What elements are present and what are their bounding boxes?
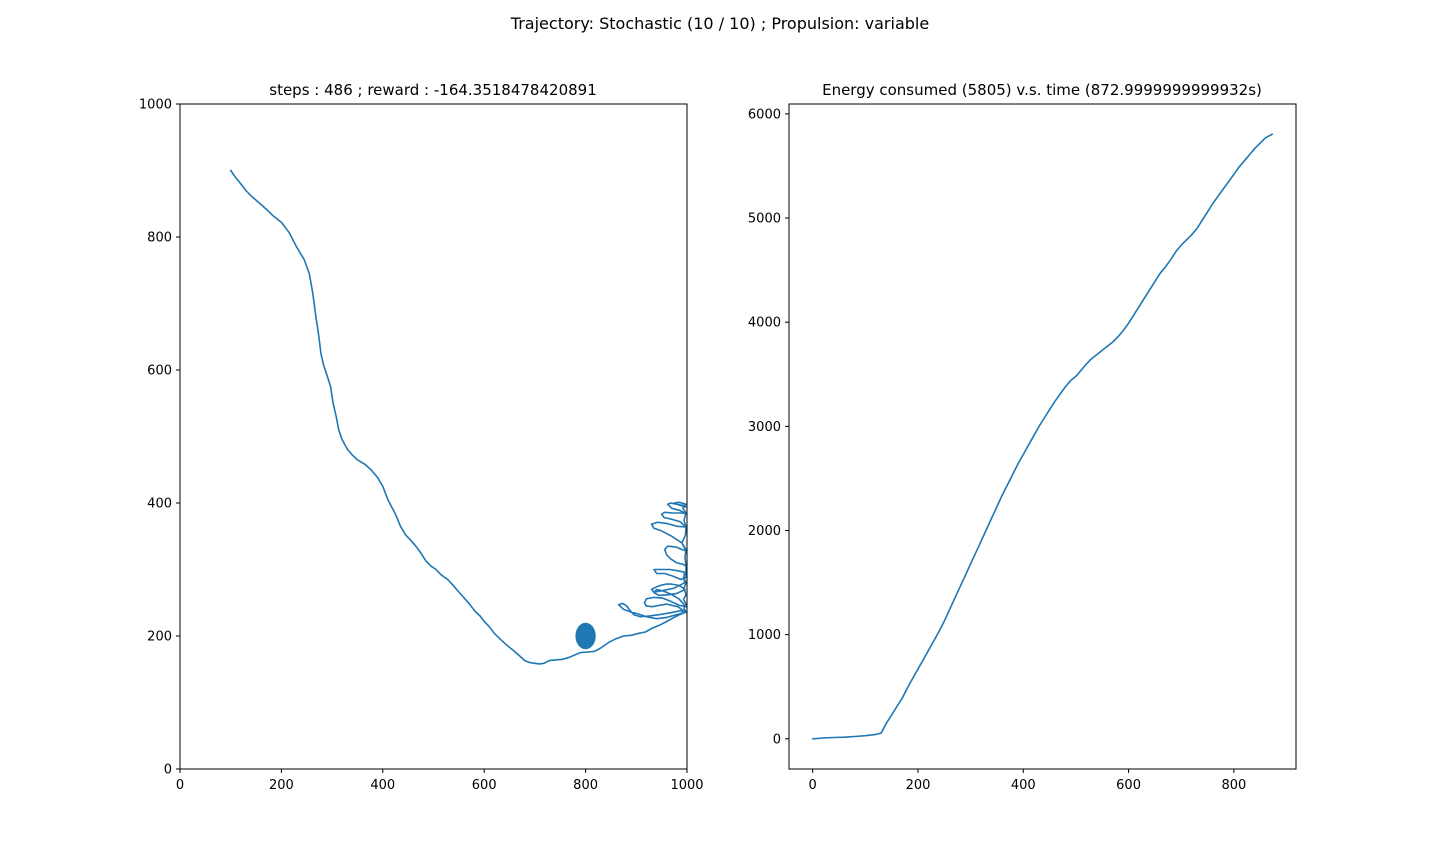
trajectory-ytick-label: 1000 [139, 98, 172, 113]
energy-xtick-label: 400 [1011, 778, 1036, 793]
trajectory-series-line-0 [229, 169, 687, 665]
energy-xtick-label: 200 [906, 778, 931, 793]
trajectory-frame [179, 103, 688, 770]
energy-ytick-label: 3000 [748, 420, 781, 435]
energy-xtick-label: 600 [1116, 778, 1141, 793]
trajectory-xtick-label: 1000 [670, 778, 703, 793]
trajectory-axes: steps : 486 ; reward : -164.351847842089… [139, 81, 704, 793]
energy-xtick-label: 800 [1221, 778, 1246, 793]
trajectory-ytick-label: 400 [147, 497, 172, 512]
trajectory-plot-area [229, 169, 687, 665]
trajectory-ytick-label: 600 [147, 364, 172, 379]
energy-ytick-label: 6000 [748, 107, 781, 122]
energy-ytick-label: 4000 [748, 316, 781, 331]
trajectory-xtick-label: 600 [472, 778, 497, 793]
trajectory-ytick-label: 200 [147, 630, 172, 645]
energy-series-line-0 [811, 133, 1274, 740]
figure-suptitle: Trajectory: Stochastic (10 / 10) ; Propu… [510, 14, 929, 33]
trajectory-ytick-label: 0 [164, 763, 172, 778]
trajectory-title: steps : 486 ; reward : -164.351847842089… [269, 81, 597, 99]
trajectory-ytick-label: 800 [147, 231, 172, 246]
energy-xtick-label: 0 [809, 778, 817, 793]
target-marker [575, 622, 596, 650]
energy-ytick-label: 0 [773, 732, 781, 747]
energy-title: Energy consumed (5805) v.s. time (872.99… [822, 81, 1262, 99]
energy-ticks: 0 200 400 600 800 0 1000 2000 3000 4000 5000 6000 [748, 107, 1246, 793]
energy-ytick-label: 2000 [748, 524, 781, 539]
trajectory-xtick-label: 0 [176, 778, 184, 793]
trajectory-ticks: 0 200 400 600 800 1000 0 200 400 600 800 1000 [139, 98, 704, 794]
trajectory-xtick-label: 800 [573, 778, 598, 793]
energy-ytick-label: 5000 [748, 212, 781, 227]
energy-axes: Energy consumed (5805) v.s. time (872.99… [748, 81, 1297, 793]
energy-ytick-label: 1000 [748, 628, 781, 643]
trajectory-xtick-label: 200 [269, 778, 294, 793]
trajectory-xtick-label: 400 [370, 778, 395, 793]
energy-frame [788, 103, 1297, 770]
energy-plot-area [811, 133, 1274, 740]
